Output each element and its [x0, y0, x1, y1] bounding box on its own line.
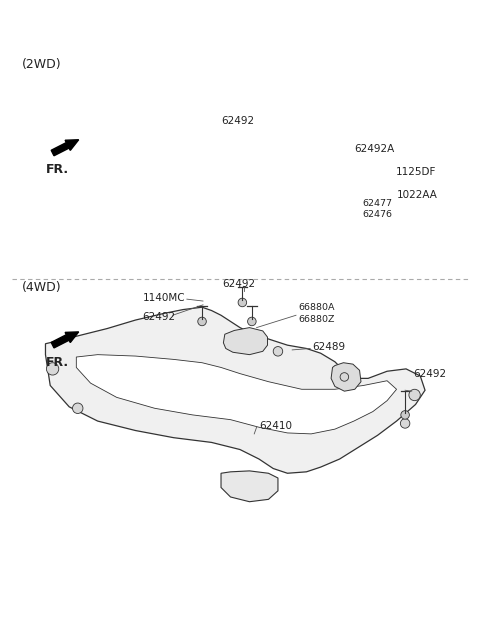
Circle shape	[404, 620, 413, 622]
Circle shape	[401, 411, 409, 419]
Circle shape	[397, 619, 405, 622]
Circle shape	[37, 587, 49, 599]
Circle shape	[409, 621, 417, 622]
Polygon shape	[223, 328, 267, 355]
Text: 1140MC: 1140MC	[143, 293, 185, 303]
Polygon shape	[27, 575, 59, 615]
Circle shape	[72, 403, 83, 414]
Text: 62492: 62492	[413, 369, 446, 379]
Text: 62489: 62489	[312, 341, 345, 351]
Polygon shape	[331, 363, 361, 391]
Circle shape	[324, 593, 332, 602]
FancyArrow shape	[51, 332, 79, 348]
Circle shape	[409, 389, 420, 401]
Polygon shape	[60, 569, 383, 622]
Circle shape	[248, 317, 256, 326]
Text: 62477
62476: 62477 62476	[362, 198, 393, 220]
Circle shape	[198, 317, 206, 326]
Circle shape	[340, 373, 348, 381]
Polygon shape	[76, 355, 396, 434]
Text: 66880A
66880Z: 66880A 66880Z	[298, 303, 335, 324]
Circle shape	[273, 346, 283, 356]
Circle shape	[236, 536, 244, 545]
Polygon shape	[36, 541, 420, 622]
Text: 62492: 62492	[222, 279, 255, 289]
Text: 1022AA: 1022AA	[396, 190, 437, 200]
Polygon shape	[221, 471, 278, 502]
Circle shape	[238, 298, 247, 307]
Text: (4WD): (4WD)	[22, 281, 61, 294]
Polygon shape	[399, 609, 421, 622]
Polygon shape	[46, 307, 425, 473]
Circle shape	[47, 363, 59, 375]
Text: 62492A: 62492A	[354, 144, 394, 154]
Circle shape	[400, 419, 410, 428]
Text: 1125DF: 1125DF	[396, 167, 436, 177]
Text: FR.: FR.	[46, 356, 69, 369]
Text: (2WD): (2WD)	[22, 58, 61, 71]
Text: 62492: 62492	[143, 312, 176, 322]
Text: 62492: 62492	[221, 116, 254, 126]
FancyArrow shape	[51, 140, 79, 156]
Text: FR.: FR.	[46, 164, 69, 177]
Text: 62410: 62410	[259, 421, 292, 431]
